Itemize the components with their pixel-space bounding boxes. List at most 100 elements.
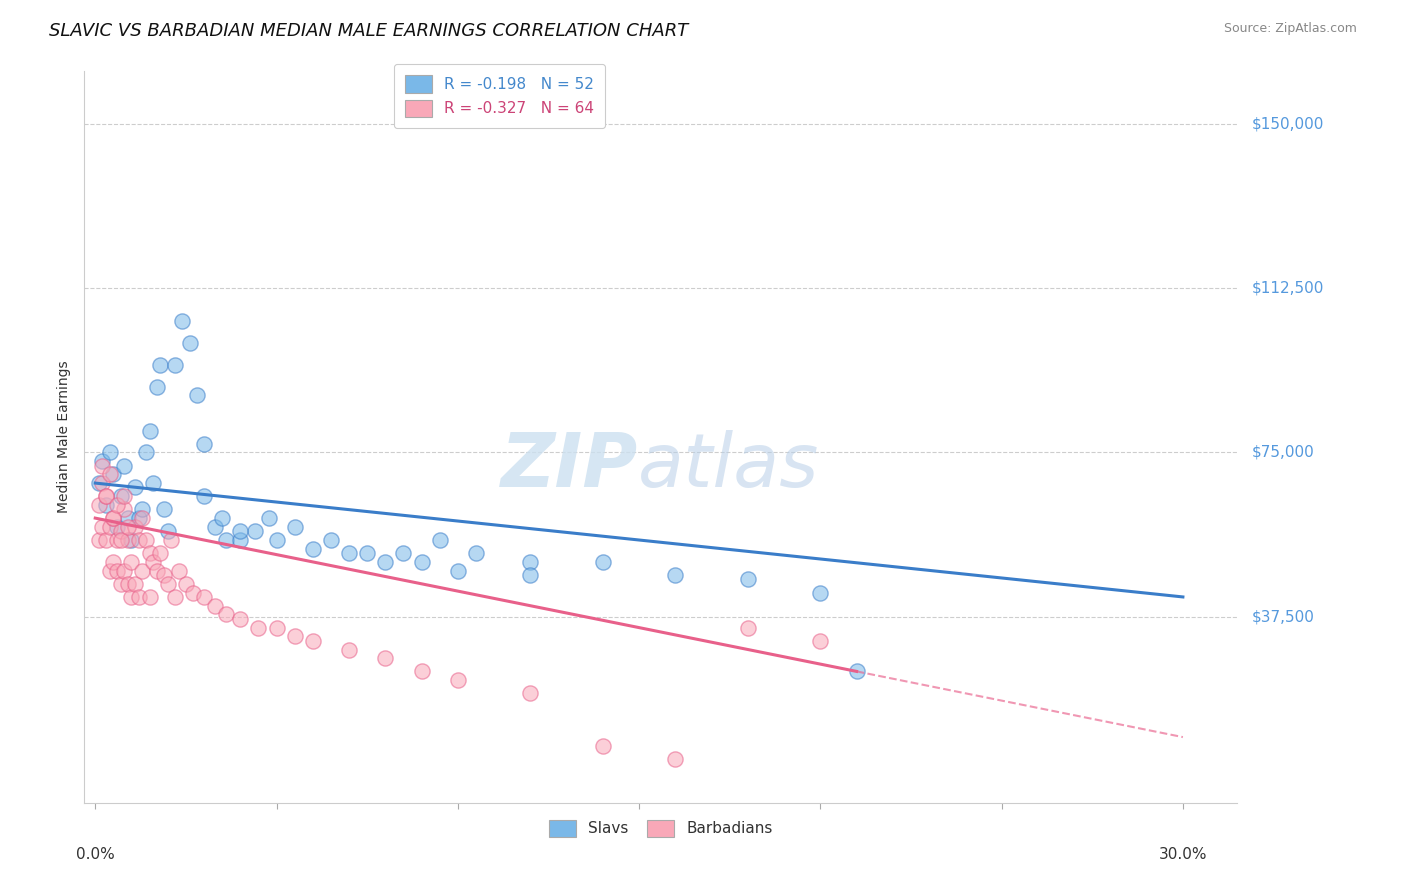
Point xyxy=(519,555,541,569)
Point xyxy=(266,533,288,547)
Point xyxy=(592,739,614,753)
Point xyxy=(110,524,132,539)
Text: atlas: atlas xyxy=(638,430,820,502)
Point xyxy=(112,502,135,516)
Text: $75,000: $75,000 xyxy=(1251,445,1315,460)
Point xyxy=(737,621,759,635)
Point xyxy=(105,564,128,578)
Point xyxy=(131,502,153,516)
Text: $112,500: $112,500 xyxy=(1251,281,1324,295)
Point xyxy=(91,476,114,491)
Point xyxy=(135,445,157,459)
Point xyxy=(153,502,176,516)
Point xyxy=(128,590,150,604)
Point xyxy=(301,541,323,556)
Point xyxy=(204,520,226,534)
Point xyxy=(124,576,146,591)
Point xyxy=(247,621,270,635)
Point xyxy=(664,568,686,582)
Point xyxy=(215,533,238,547)
Point xyxy=(94,498,117,512)
Point xyxy=(91,458,114,473)
Legend: Slavs, Barbadians: Slavs, Barbadians xyxy=(540,811,782,847)
Point xyxy=(243,524,266,539)
Point xyxy=(215,607,238,622)
Point xyxy=(259,511,281,525)
Point xyxy=(103,511,125,525)
Point xyxy=(112,489,135,503)
Point xyxy=(301,633,323,648)
Point xyxy=(193,436,215,450)
Point xyxy=(229,533,252,547)
Point xyxy=(98,445,121,459)
Point xyxy=(103,511,125,525)
Point xyxy=(117,520,139,534)
Point xyxy=(149,358,172,372)
Point xyxy=(149,546,172,560)
Point xyxy=(464,546,486,560)
Point xyxy=(172,314,194,328)
Point xyxy=(229,612,252,626)
Point xyxy=(447,564,470,578)
Point xyxy=(179,335,201,350)
Point xyxy=(337,642,360,657)
Point xyxy=(112,564,135,578)
Point xyxy=(121,555,143,569)
Point xyxy=(204,599,226,613)
Point xyxy=(87,533,110,547)
Point xyxy=(167,564,190,578)
Text: Source: ZipAtlas.com: Source: ZipAtlas.com xyxy=(1223,22,1357,36)
Text: 0.0%: 0.0% xyxy=(76,847,115,862)
Point xyxy=(447,673,470,688)
Point xyxy=(117,511,139,525)
Point xyxy=(266,621,288,635)
Y-axis label: Median Male Earnings: Median Male Earnings xyxy=(58,360,72,514)
Point xyxy=(98,564,121,578)
Point xyxy=(845,665,868,679)
Point xyxy=(156,524,179,539)
Point xyxy=(135,533,157,547)
Point xyxy=(142,555,165,569)
Point xyxy=(592,555,614,569)
Point xyxy=(94,533,117,547)
Point xyxy=(121,590,143,604)
Text: $150,000: $150,000 xyxy=(1251,117,1324,131)
Point xyxy=(110,489,132,503)
Point xyxy=(211,511,233,525)
Point xyxy=(664,752,686,766)
Point xyxy=(103,555,125,569)
Point xyxy=(138,424,160,438)
Point xyxy=(91,454,114,468)
Point xyxy=(105,520,128,534)
Point xyxy=(284,629,307,643)
Point xyxy=(131,511,153,525)
Point xyxy=(429,533,451,547)
Point xyxy=(411,665,433,679)
Point xyxy=(117,576,139,591)
Point xyxy=(112,458,135,473)
Point xyxy=(193,489,215,503)
Point xyxy=(160,533,183,547)
Point xyxy=(146,380,169,394)
Point xyxy=(138,590,160,604)
Text: SLAVIC VS BARBADIAN MEDIAN MALE EARNINGS CORRELATION CHART: SLAVIC VS BARBADIAN MEDIAN MALE EARNINGS… xyxy=(49,22,689,40)
Point xyxy=(374,651,396,665)
Point xyxy=(163,590,186,604)
Point xyxy=(153,568,176,582)
Point xyxy=(142,476,165,491)
Point xyxy=(808,585,831,599)
Text: ZIP: ZIP xyxy=(501,430,638,503)
Point xyxy=(337,546,360,560)
Text: $37,500: $37,500 xyxy=(1251,609,1315,624)
Point xyxy=(411,555,433,569)
Point xyxy=(124,480,146,494)
Point xyxy=(138,546,160,560)
Point xyxy=(110,533,132,547)
Point xyxy=(737,573,759,587)
Point xyxy=(94,489,117,503)
Point xyxy=(87,498,110,512)
Point xyxy=(98,467,121,482)
Point xyxy=(181,585,204,599)
Point xyxy=(146,564,169,578)
Point xyxy=(392,546,415,560)
